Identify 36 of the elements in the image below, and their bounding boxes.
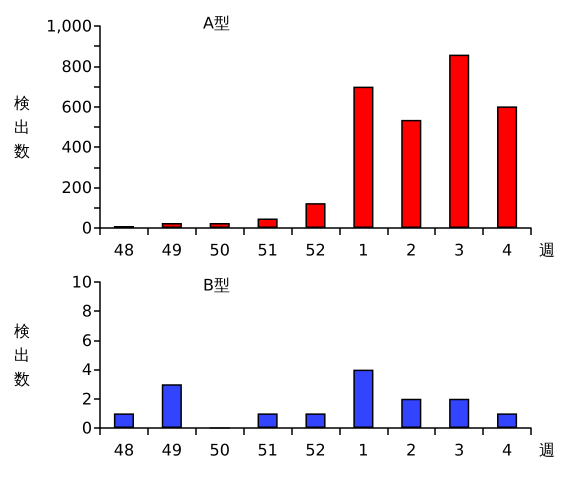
x-tick-label: 51	[257, 240, 278, 260]
x-tick-label: 1	[358, 440, 368, 460]
x-tick-label: 3	[454, 440, 464, 460]
x-tick-label: 4	[502, 440, 512, 460]
y-tick-label: 2	[82, 389, 92, 408]
y-tick-label: 600	[61, 97, 92, 116]
x-tick-label: 2	[406, 440, 416, 460]
x-tick-label: 2	[406, 240, 416, 260]
x-tick-label: 48	[114, 240, 134, 260]
y-axis-title: 検出数	[14, 322, 30, 388]
x-tick-label: 50	[210, 240, 230, 260]
x-axis-title: 週	[539, 240, 555, 260]
y-tick-label: 1,000	[46, 16, 92, 36]
y-tick-label: 4	[82, 360, 92, 380]
x-tick-label: 3	[454, 240, 464, 260]
x-tick-label: 48	[114, 440, 134, 460]
y-tick-label: 200	[61, 178, 92, 198]
x-tick-label: 49	[162, 440, 182, 460]
x-tick-label: 52	[305, 240, 326, 260]
chart-title: A型	[203, 14, 230, 32]
x-tick-label: 49	[162, 240, 182, 260]
y-tick-label: 6	[82, 330, 92, 350]
y-tick-label: 400	[61, 138, 92, 157]
chart-title: B型	[203, 276, 230, 294]
x-axis-title: 週	[539, 440, 555, 460]
x-tick-label: 51	[257, 440, 278, 460]
y-tick-label: 8	[82, 302, 92, 321]
y-tick-label: 10	[72, 272, 92, 292]
y-tick-label: 0	[82, 418, 92, 438]
y-tick-label: 0	[82, 218, 92, 238]
y-axis-title: 検出数	[14, 94, 30, 160]
x-tick-label: 50	[210, 440, 230, 460]
x-tick-label: 4	[502, 240, 512, 260]
x-tick-label: 52	[305, 440, 326, 460]
y-tick-label: 800	[61, 56, 92, 76]
x-tick-label: 1	[358, 240, 368, 260]
